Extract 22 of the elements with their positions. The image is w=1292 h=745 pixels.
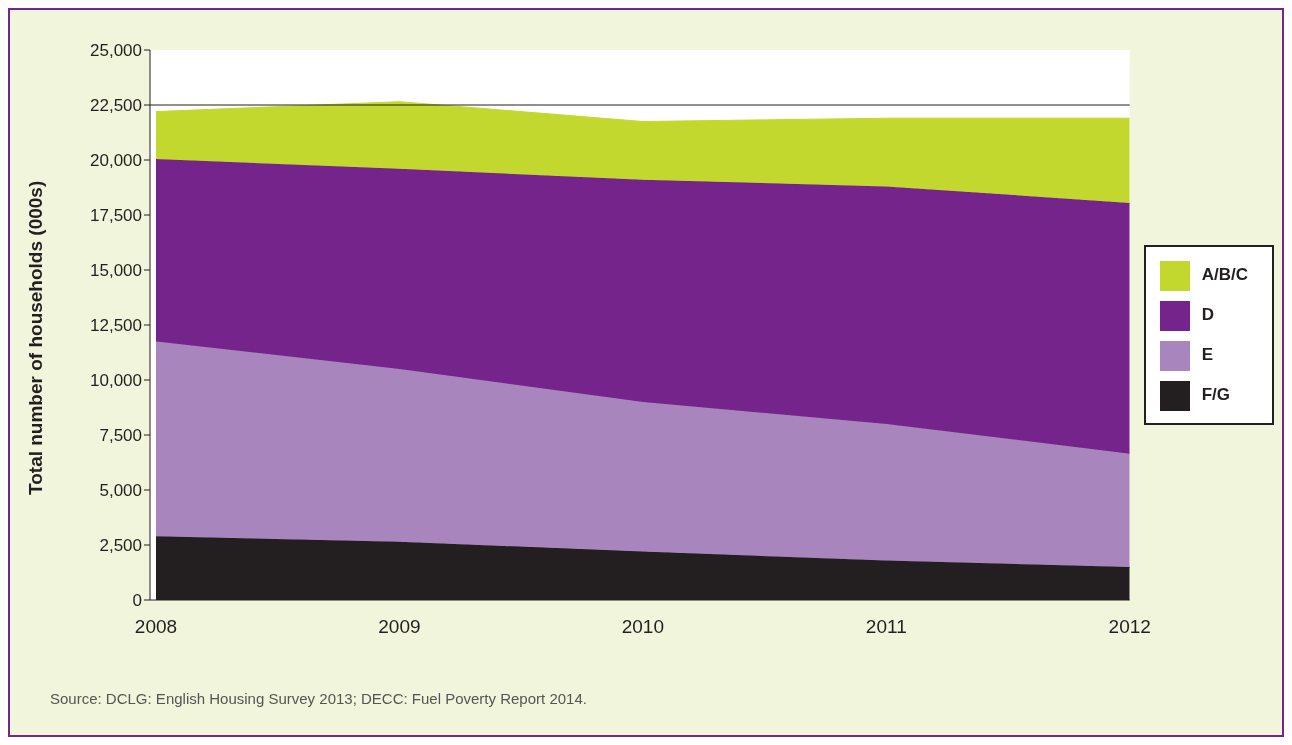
y-tick-label: 15,000	[90, 261, 142, 281]
legend-label: E	[1201, 345, 1214, 364]
x-tick-label: 2008	[134, 616, 178, 638]
y-tick-label: 12,500	[90, 316, 142, 336]
y-tick-label: 5,000	[99, 481, 142, 501]
y-tick-label: 20,000	[90, 151, 142, 171]
x-tick-label: 2009	[378, 616, 421, 638]
y-tick-label: 7,500	[99, 426, 142, 446]
y-tick-label: 25,000	[90, 41, 142, 61]
y-tick-label: 0	[132, 591, 142, 611]
legend-label: D	[1201, 305, 1214, 324]
y-tick-label: 10,000	[90, 371, 142, 391]
x-tick-label: 2011	[865, 616, 907, 638]
source-note: Source: DCLG: English Housing Survey 2013; DECC: Fuel Poverty Report 2014.	[50, 690, 587, 707]
y-axis-title: Total number of households (000s)	[24, 180, 46, 495]
legend-label: A/B/C	[1201, 265, 1248, 284]
y-tick-label: 17,500	[90, 206, 142, 226]
y-tick-label: 22,500	[90, 96, 142, 116]
x-tick-label: 2012	[1108, 616, 1151, 638]
y-tick-label: 2,500	[99, 536, 142, 556]
legend-label: F/G	[1201, 385, 1231, 404]
x-tick-label: 2010	[621, 616, 664, 638]
